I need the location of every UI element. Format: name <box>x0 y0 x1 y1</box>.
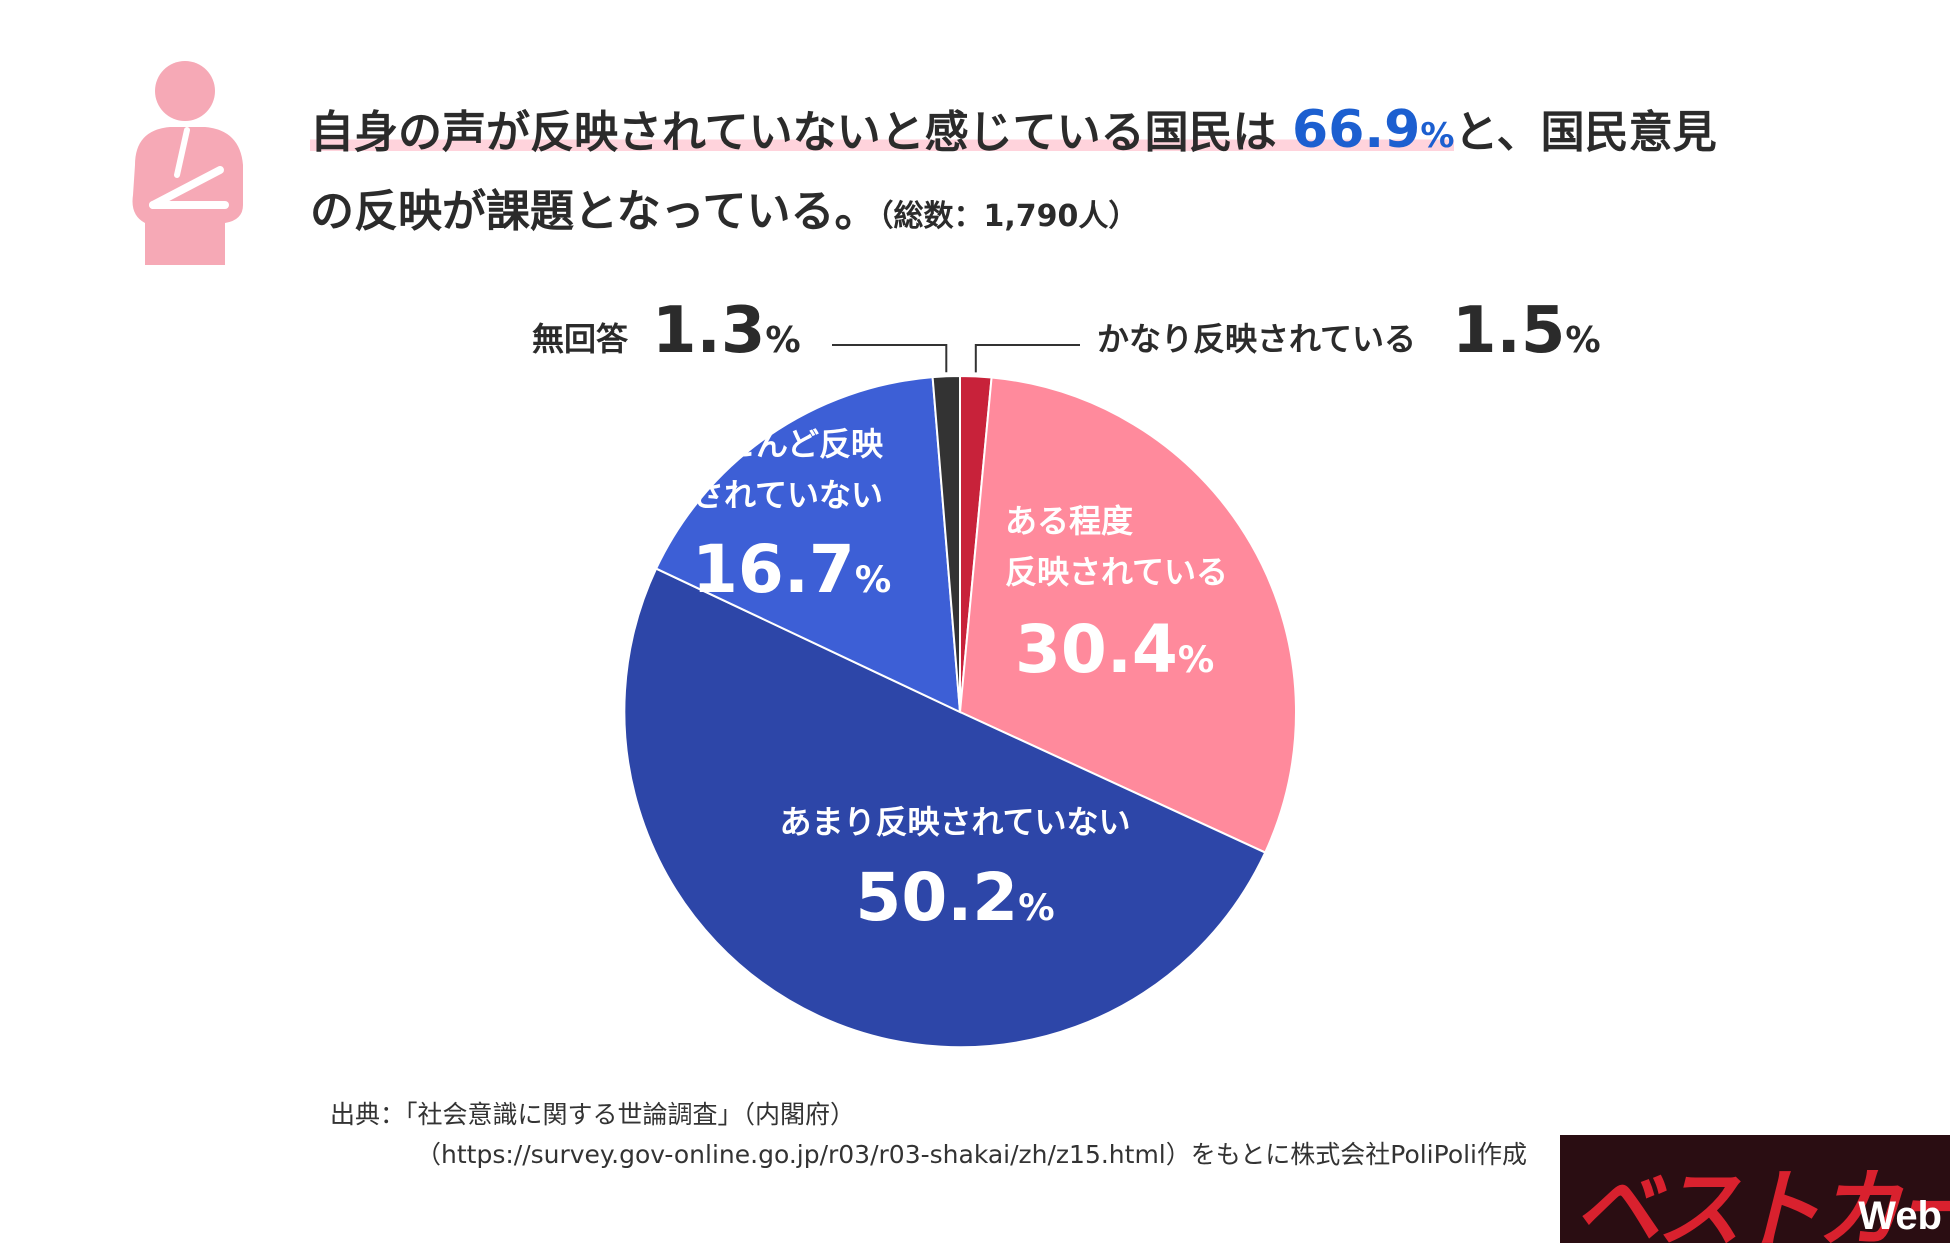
headline-highlight-value: 66.9% <box>1292 100 1455 160</box>
logo-web: Web <box>1858 1194 1942 1238</box>
headline-line2: の反映が課題となっている。 <box>310 186 879 237</box>
person-icon <box>132 61 243 265</box>
chart-headline: 自身の声が反映されていないと感じている国民は 66.9%と、国民意見 の反映が課… <box>310 92 1830 255</box>
pie-slice-2 <box>958 376 1297 854</box>
total-note: （総数：1,790人） <box>878 199 1139 234</box>
slice-label-2: ある程度反映されている <box>1005 502 1228 591</box>
headline-underlined-part: 自身の声が反映されていないと感じている国民は 66.9% <box>310 100 1455 160</box>
slice-label-3: あまり反映されていない <box>779 803 1130 841</box>
slice-value-1: 1.5% <box>1452 294 1601 368</box>
slice-value-5: 1.3% <box>652 294 801 368</box>
source-note: 出典：「社会意識に関する世論調査」（内閣府） （https://survey.g… <box>330 1095 1527 1175</box>
slice-label-4: ほとんど反映されていない <box>692 425 883 514</box>
pie-slice-3 <box>623 567 1267 1049</box>
source-line1: 出典：「社会意識に関する世論調査」（内閣府） <box>330 1100 856 1129</box>
slice-label-5: 無回答 <box>532 320 629 358</box>
leader-line-5 <box>832 344 948 373</box>
bestcar-web-logo: ベストカー Web <box>1560 1135 1950 1243</box>
logo-kana: ベストカー <box>1574 1160 1950 1243</box>
leader-line-1 <box>974 344 1080 373</box>
pie-slice-5 <box>931 374 961 713</box>
pie-slice-4 <box>654 376 962 714</box>
headline-part1: 自身の声が反映されていないと感じている国民は <box>310 107 1277 158</box>
slice-value-2: 30.4% <box>1015 611 1214 688</box>
source-line2: （https://survey.gov-online.go.jp/r03/r03… <box>416 1140 1528 1169</box>
slice-label-1: かなり反映されている <box>1097 320 1416 358</box>
slice-value-3: 50.2% <box>855 859 1054 936</box>
slice-value-4: 16.7% <box>692 531 891 608</box>
headline-part2: と、国民意見 <box>1454 107 1717 158</box>
